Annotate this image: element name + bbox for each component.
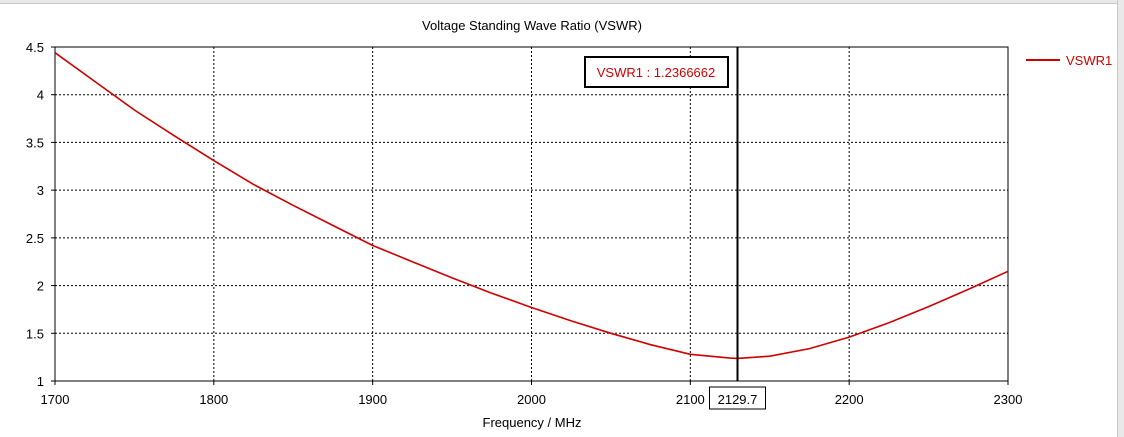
x-tick-label: 1700	[41, 392, 70, 407]
x-tick-label: 2300	[994, 392, 1023, 407]
chart-title: Voltage Standing Wave Ratio (VSWR)	[422, 18, 642, 33]
y-tick-label: 4.5	[26, 40, 44, 55]
y-tick-label: 1.5	[26, 326, 44, 341]
axis-ticks: 1700 1800 1900 2000 2100 2200 2300 1 1.5 2 2.5 3 3.5…	[26, 40, 1023, 407]
y-tick-label: 4	[37, 88, 44, 103]
series-line-vswr1	[54, 52, 1009, 360]
marker-x-label: 2129.7	[718, 392, 758, 407]
marker-readout-box	[584, 56, 729, 88]
legend: VSWR1	[1026, 53, 1112, 68]
y-tick-label: 3	[37, 183, 44, 198]
x-tick-label: 1800	[199, 392, 228, 407]
x-tick-label: 2100	[676, 392, 705, 407]
x-tick-label: 2000	[517, 392, 546, 407]
x-tick-label: 1900	[358, 392, 387, 407]
y-tick-label: 1	[37, 374, 44, 389]
grid	[55, 47, 1008, 381]
y-tick-label: 2	[37, 279, 44, 294]
y-tick-label: 2.5	[26, 231, 44, 246]
legend-label-vswr1: VSWR1	[1066, 53, 1112, 68]
x-axis-label: Frequency / MHz	[483, 415, 582, 430]
window-top-border	[0, 0, 1124, 4]
x-tick-label: 2200	[835, 392, 864, 407]
window-scrollbar[interactable]	[1117, 0, 1124, 437]
marker-readout: VSWR1 : 1.2366662	[597, 65, 716, 80]
y-tick-label: 3.5	[26, 135, 44, 150]
marker-x-label-box	[709, 386, 767, 410]
